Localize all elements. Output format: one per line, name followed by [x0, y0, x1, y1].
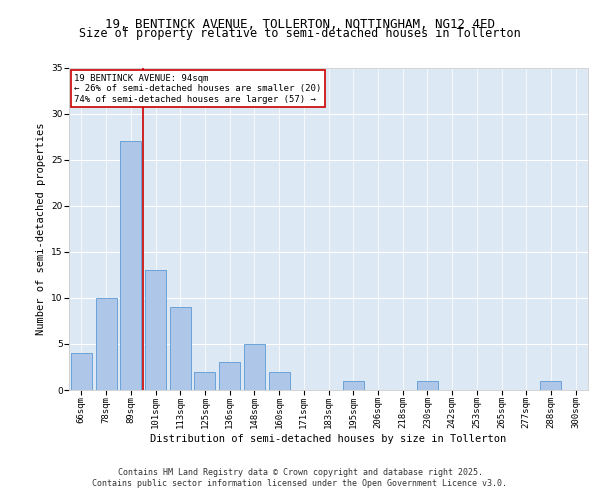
Bar [541, 381, 562, 390]
Bar [170, 307, 191, 390]
Text: 19, BENTINCK AVENUE, TOLLERTON, NOTTINGHAM, NG12 4ED: 19, BENTINCK AVENUE, TOLLERTON, NOTTINGH… [105, 18, 495, 30]
Bar [244, 344, 265, 390]
Bar [71, 353, 92, 390]
Bar [269, 372, 290, 390]
Text: Size of property relative to semi-detached houses in Tollerton: Size of property relative to semi-detach… [79, 28, 521, 40]
Bar [95, 298, 116, 390]
Bar [194, 372, 215, 390]
Bar [145, 270, 166, 390]
Text: 19 BENTINCK AVENUE: 94sqm
← 26% of semi-detached houses are smaller (20)
74% of : 19 BENTINCK AVENUE: 94sqm ← 26% of semi-… [74, 74, 322, 104]
Bar [417, 381, 438, 390]
Bar [219, 362, 240, 390]
Bar [343, 381, 364, 390]
X-axis label: Distribution of semi-detached houses by size in Tollerton: Distribution of semi-detached houses by … [151, 434, 506, 444]
Y-axis label: Number of semi-detached properties: Number of semi-detached properties [35, 122, 46, 335]
Text: Contains HM Land Registry data © Crown copyright and database right 2025.
Contai: Contains HM Land Registry data © Crown c… [92, 468, 508, 487]
Bar [120, 141, 141, 390]
